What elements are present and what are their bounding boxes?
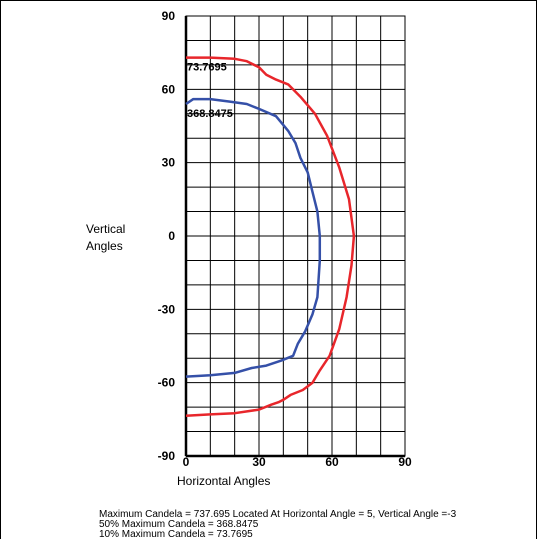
y-tick-label: 60 bbox=[162, 82, 176, 96]
x-tick-label: 90 bbox=[398, 455, 412, 469]
x-tick-label: 30 bbox=[252, 455, 266, 469]
series-line-2 bbox=[185, 97, 322, 378]
y-tick-label: -90 bbox=[158, 449, 176, 463]
footer-50pct-candela: 50% Maximum Candela = 368.8475 bbox=[99, 519, 259, 530]
y-tick-label: -30 bbox=[158, 302, 176, 316]
series-label-2: 368.8475 bbox=[187, 108, 233, 120]
y-tick-label: 30 bbox=[162, 156, 176, 170]
series-line-1 bbox=[185, 56, 356, 417]
y-tick-label: -60 bbox=[158, 376, 176, 390]
y-axis-label-line1: Vertical bbox=[86, 222, 126, 236]
y-tick-label: 90 bbox=[162, 9, 176, 23]
y-tick-label: 0 bbox=[168, 229, 175, 243]
series-label-1: 73.7695 bbox=[187, 62, 227, 74]
x-axis-label: Horizontal Angles bbox=[177, 474, 271, 488]
footer-10pct-candela: 10% Maximum Candela = 73.7695 bbox=[99, 529, 253, 540]
footer-max-candela: Maximum Candela = 737.695 Located At Hor… bbox=[99, 509, 457, 520]
y-axis-label-line2: Angles bbox=[86, 239, 123, 253]
x-tick-label: 60 bbox=[325, 455, 339, 469]
y-axis-label: Vertical Angles bbox=[86, 221, 125, 255]
x-tick-label: 0 bbox=[183, 455, 190, 469]
